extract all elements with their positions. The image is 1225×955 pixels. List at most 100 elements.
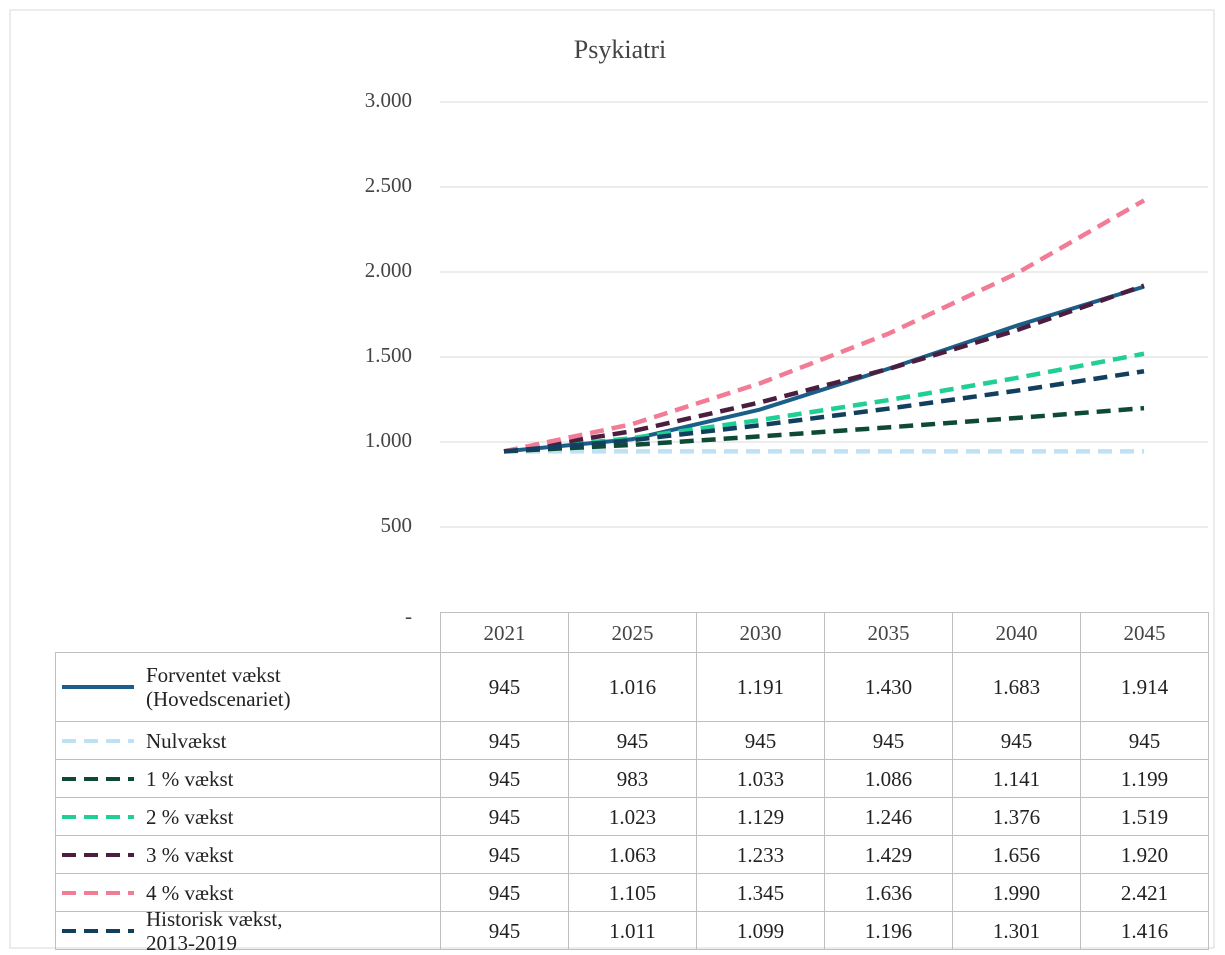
table-value-cell: 945 (440, 721, 569, 760)
legend-cell: Nulvækst (55, 721, 441, 760)
table-value-cell: 1.519 (1080, 797, 1209, 836)
table-value-cell: 1.345 (696, 873, 825, 912)
table-value-cell: 1.430 (824, 652, 953, 722)
cell-text: 1.920 (1120, 842, 1169, 867)
legend-cell: 2 % vækst (55, 797, 441, 836)
legend-label: 3 % vækst (146, 842, 234, 867)
y-tick-label: 1.500 (365, 343, 412, 367)
cell-text: 1.429 (864, 842, 913, 867)
y-tick-label: 2.000 (365, 258, 412, 282)
table-value-cell: 945 (952, 721, 1081, 760)
table-value-cell: 1.246 (824, 797, 953, 836)
series-line (503, 369, 1145, 454)
y-tick-label: - (405, 604, 412, 628)
cell-text: 1.683 (992, 675, 1041, 699)
legend-swatch (62, 738, 134, 743)
legend-label: Historisk vækst, 2013-2019 (146, 906, 283, 955)
table-value-cell: 1.033 (696, 759, 825, 798)
table-value-cell: 945 (824, 721, 953, 760)
cell-text: 1.196 (864, 918, 913, 943)
legend-swatch (62, 776, 134, 781)
cell-text: 1.063 (608, 842, 657, 867)
table-value-cell: 1.636 (824, 873, 953, 912)
table-value-cell: 1.233 (696, 835, 825, 874)
table-value-cell: 1.129 (696, 797, 825, 836)
table-header-cell: 2030 (696, 612, 825, 653)
cell-text: 945 (1000, 728, 1033, 753)
cell-text: 1.519 (1120, 804, 1169, 829)
table-value-cell: 1.099 (696, 911, 825, 950)
legend-swatch (62, 852, 134, 857)
table-value-cell: 1.199 (1080, 759, 1209, 798)
table-value-cell: 1.141 (952, 759, 1081, 798)
y-tick-label: 2.500 (365, 173, 412, 197)
chart-frame (9, 9, 1215, 949)
table-value-cell: 945 (440, 835, 569, 874)
y-tick-label: 1.000 (365, 428, 412, 452)
table-value-cell: 1.016 (568, 652, 697, 722)
legend-label: 2 % vækst (146, 804, 234, 829)
table-header-cell: 2040 (952, 612, 1081, 653)
table-value-cell: 1.063 (568, 835, 697, 874)
series-line (503, 284, 1145, 454)
table-value-cell: 1.914 (1080, 652, 1209, 722)
legend-label: Nulvækst (146, 728, 227, 753)
table-value-cell: 1.023 (568, 797, 697, 836)
series-line (503, 351, 1145, 454)
table-value-cell: 945 (1080, 721, 1209, 760)
cell-text: 2030 (739, 620, 782, 645)
table-value-cell: 983 (568, 759, 697, 798)
cell-text: 1.099 (736, 918, 785, 943)
cell-text: 1.914 (1120, 675, 1169, 699)
cell-text: 945 (616, 728, 649, 753)
cell-text: 945 (488, 675, 521, 699)
cell-text: 1.345 (736, 880, 785, 905)
table-header-cell: 2045 (1080, 612, 1209, 653)
legend-label: 4 % vækst (146, 880, 234, 905)
cell-text: 1.301 (992, 918, 1041, 943)
table-value-cell: 1.416 (1080, 911, 1209, 950)
cell-text: 2040 (995, 620, 1038, 645)
table-value-cell: 1.656 (952, 835, 1081, 874)
legend-swatch (62, 814, 134, 819)
table-value-cell: 945 (440, 911, 569, 950)
table-value-cell: 2.421 (1080, 873, 1209, 912)
table-value-cell: 1.429 (824, 835, 953, 874)
cell-text: 945 (744, 728, 777, 753)
legend-label: 1 % vækst (146, 766, 234, 791)
cell-text: 1.376 (992, 804, 1041, 829)
legend-swatch (62, 685, 134, 689)
table-value-cell: 1.990 (952, 873, 1081, 912)
table-value-cell: 1.920 (1080, 835, 1209, 874)
cell-text: 1.990 (992, 880, 1041, 905)
legend-swatch (62, 890, 134, 895)
cell-text: 1.016 (608, 675, 657, 699)
legend-label: Forventet vækst (Hovedscenariet) (146, 663, 291, 711)
series-line (503, 198, 1146, 454)
cell-text: 983 (616, 766, 649, 791)
table-value-cell: 1.191 (696, 652, 825, 722)
legend-cell: 1 % vækst (55, 759, 441, 798)
y-tick-label: 500 (381, 513, 413, 537)
table-value-cell: 1.105 (568, 873, 697, 912)
cell-text: 1.636 (864, 880, 913, 905)
legend-cell: 3 % vækst (55, 835, 441, 874)
cell-text: 1.246 (864, 804, 913, 829)
cell-text: 945 (488, 842, 521, 867)
table-value-cell: 945 (440, 873, 569, 912)
table-value-cell: 1.376 (952, 797, 1081, 836)
cell-text: 945 (488, 880, 521, 905)
cell-text: 945 (488, 728, 521, 753)
cell-text: 945 (488, 804, 521, 829)
cell-text: 945 (872, 728, 905, 753)
table-header-cell: 2025 (568, 612, 697, 653)
y-tick-label: 3.000 (365, 88, 412, 112)
table-value-cell: 945 (696, 721, 825, 760)
cell-text: 1.430 (864, 675, 913, 699)
cell-text: 1.129 (736, 804, 785, 829)
legend-cell: Historisk vækst, 2013-2019 (55, 907, 441, 955)
cell-text: 945 (488, 766, 521, 791)
table-header-cell: 2021 (440, 612, 569, 653)
